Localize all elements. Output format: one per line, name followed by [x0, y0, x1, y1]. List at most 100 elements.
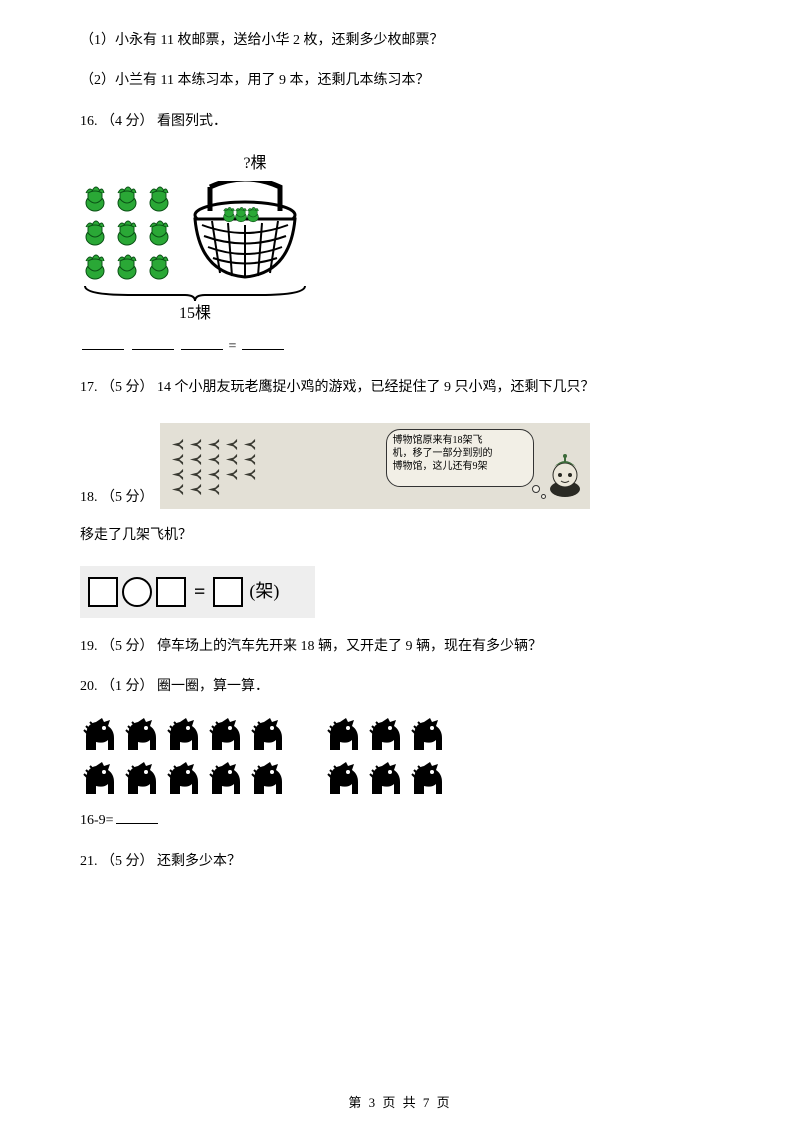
person-icon	[546, 453, 584, 505]
unit-label: (架)	[249, 577, 279, 606]
horse-icon	[324, 760, 362, 798]
qnum-20: 20.	[80, 679, 98, 694]
box-blank[interactable]	[213, 577, 243, 607]
equation-blanks-16: =	[80, 336, 720, 358]
bubble-line: 博物馆，这儿还有9架	[393, 460, 527, 473]
horse-icon	[366, 716, 404, 754]
vegetable-icon	[144, 217, 174, 247]
bubble-line: 博物馆原来有18架飞	[393, 434, 527, 447]
horse-icon	[366, 760, 404, 798]
plane-icon	[188, 452, 203, 465]
footer-mid: 页 共	[377, 1095, 423, 1110]
horse-icon	[248, 716, 286, 754]
box-equation: = (架)	[80, 566, 315, 618]
circle-blank[interactable]	[122, 577, 152, 607]
plane-icon	[170, 437, 185, 450]
pts-19: （5 分）	[101, 639, 154, 654]
qnum-19: 19.	[80, 639, 98, 654]
expr-text: 16-9=	[80, 813, 114, 828]
plane-icon	[224, 452, 239, 465]
question-17: 17. （5 分） 14 个小朋友玩老鹰捉小鸡的游戏，已经捉住了 9 只小鸡，还…	[80, 377, 720, 399]
plane-icon	[224, 437, 239, 450]
plane-icon	[242, 452, 257, 465]
text-21: 还剩多少本？	[157, 854, 241, 869]
figure-planes: 博物馆原来有18架飞 机，移了一部分到别的 博物馆，这儿还有9架	[160, 423, 590, 509]
question-21: 21. （5 分） 还剩多少本？	[80, 851, 720, 873]
box-blank[interactable]	[88, 577, 118, 607]
plane-icon	[206, 437, 221, 450]
pts-20: （1 分）	[101, 679, 154, 694]
figure-basket: ?棵	[80, 151, 320, 326]
horse-icon	[122, 760, 160, 798]
vegetable-icon	[80, 251, 110, 281]
bubble-tail-icon	[532, 485, 540, 493]
pts-18: （5 分）	[101, 490, 154, 505]
blank[interactable]	[242, 336, 284, 350]
plane-row	[170, 437, 346, 450]
blank[interactable]	[116, 810, 158, 824]
gap	[290, 760, 320, 798]
qnum-18: 18.	[80, 490, 98, 505]
text-19: 停车场上的汽车先开来 18 辆，又开走了 9 辆，现在有多少辆？	[157, 639, 542, 654]
blank[interactable]	[132, 336, 174, 350]
plane-icon	[242, 467, 257, 480]
pts-16: （4 分）	[101, 114, 154, 129]
blank[interactable]	[82, 336, 124, 350]
horse-icon	[324, 716, 362, 754]
page-footer: 第 3 页 共 7 页	[0, 1093, 800, 1114]
vegetable-icon	[112, 217, 142, 247]
plane-icon	[188, 437, 203, 450]
figure-horses	[80, 716, 720, 798]
plane-icon	[206, 452, 221, 465]
plane-icon	[242, 437, 257, 450]
equals-sign: =	[194, 576, 205, 608]
horse-icon	[80, 760, 118, 798]
plane-row	[170, 482, 346, 495]
plane-icon	[188, 482, 203, 495]
horse-icon	[206, 760, 244, 798]
horse-row	[80, 760, 720, 798]
question-sub-1: （1）小永有 11 枚邮票，送给小华 2 枚，还剩多少枚邮票？	[80, 30, 720, 52]
plane-icon	[206, 467, 221, 480]
horse-icon	[408, 716, 446, 754]
footer-suffix: 页	[431, 1095, 451, 1110]
footer-page: 3	[369, 1095, 378, 1110]
plane-row	[170, 452, 346, 465]
text-20: 圈一圈，算一算．	[157, 679, 269, 694]
plane-icon	[170, 467, 185, 480]
question-16: 16. （4 分） 看图列式．	[80, 111, 720, 133]
gap	[290, 716, 320, 754]
footer-prefix: 第	[348, 1095, 368, 1110]
bubble-line: 机，移了一部分到别的	[393, 447, 527, 460]
horse-icon	[164, 760, 202, 798]
basket-top-label: ?棵	[190, 151, 320, 177]
text-16: 看图列式．	[157, 114, 227, 129]
plane-icon	[224, 467, 239, 480]
vegetable-icon	[144, 251, 174, 281]
question-19: 19. （5 分） 停车场上的汽车先开来 18 辆，又开走了 9 辆，现在有多少…	[80, 636, 720, 658]
blank[interactable]	[181, 336, 223, 350]
horse-row	[80, 716, 720, 754]
qnum-21: 21.	[80, 854, 98, 869]
horse-icon	[122, 716, 160, 754]
plane-icon	[188, 467, 203, 480]
basket-icon	[180, 181, 310, 281]
box-blank[interactable]	[156, 577, 186, 607]
equals-sign: =	[229, 339, 237, 354]
plane-row	[170, 467, 346, 480]
text-17: 14 个小朋友玩老鹰捉小鸡的游戏，已经捉住了 9 只小鸡，还剩下几只？	[157, 380, 595, 395]
brace-icon	[80, 283, 310, 303]
vegetable-icon	[80, 183, 110, 213]
question-sub-2: （2）小兰有 11 本练习本，用了 9 本，还剩几本练习本？	[80, 70, 720, 92]
planes-grid	[160, 429, 350, 503]
horse-icon	[80, 716, 118, 754]
horse-icon	[206, 716, 244, 754]
horse-icon	[408, 760, 446, 798]
qnum-16: 16.	[80, 114, 98, 129]
question-18-text: 移走了几架飞机？	[80, 525, 720, 547]
expr-20: 16-9=	[80, 810, 720, 832]
qnum-17: 17.	[80, 380, 98, 395]
plane-icon	[206, 482, 221, 495]
question-20: 20. （1 分） 圈一圈，算一算．	[80, 676, 720, 698]
vegetable-grid	[80, 177, 174, 281]
